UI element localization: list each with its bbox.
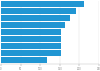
Bar (1, 1, 84, 7)
Bar (1, 57, 47, 63)
Bar (1, 43, 61, 49)
Bar (1, 8, 76, 14)
Bar (1, 36, 61, 42)
Bar (1, 15, 70, 21)
Bar (1, 29, 61, 35)
Bar (1, 50, 61, 56)
Bar (1, 22, 65, 28)
